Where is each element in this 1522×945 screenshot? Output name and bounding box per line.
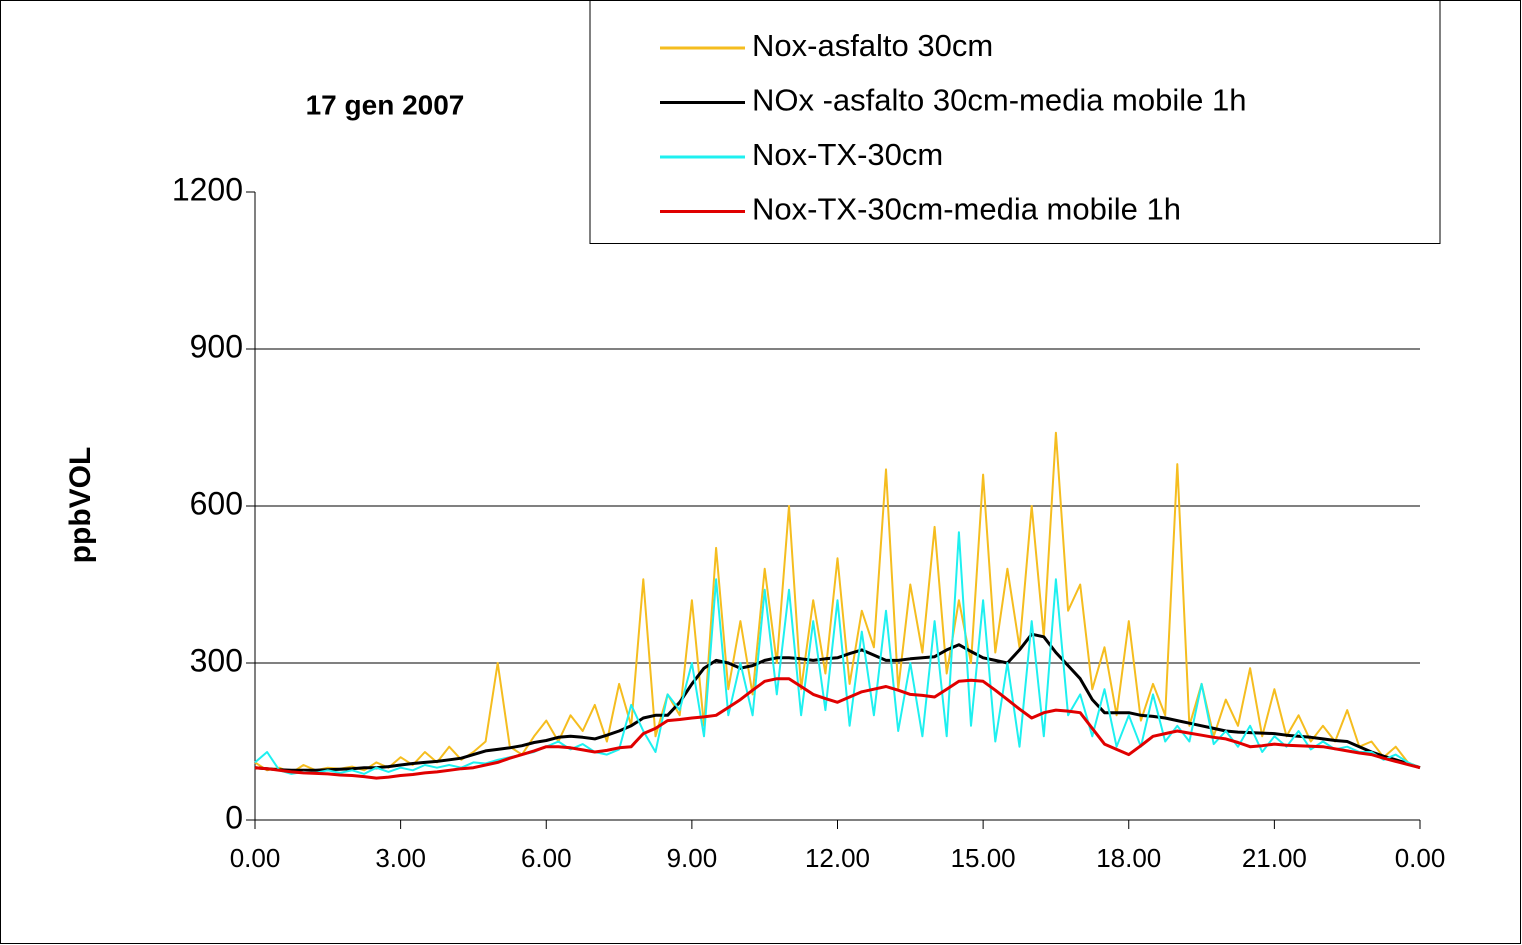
x-tick-label: 21.00 (1242, 843, 1307, 873)
legend-label: Nox-TX-30cm-media mobile 1h (752, 192, 1181, 227)
x-tick-label: 6.00 (521, 843, 572, 873)
x-tick-label: 15.00 (951, 843, 1016, 873)
x-tick-label: 12.00 (805, 843, 870, 873)
y-tick-label: 300 (190, 642, 243, 678)
x-tick-label: 0.00 (1395, 843, 1446, 873)
legend-label: Nox-TX-30cm (752, 137, 943, 172)
legend-box (589, 0, 1441, 244)
series-line (254, 431, 1421, 774)
legend-label: NOx -asfalto 30cm-media mobile 1h (752, 83, 1246, 118)
series-line (254, 677, 1421, 780)
chart-title: 17 gen 2007 (306, 89, 465, 120)
y-axis-label: ppbVOL (64, 447, 97, 564)
y-tick-label: 600 (190, 485, 243, 521)
x-tick-label: 18.00 (1096, 843, 1161, 873)
x-tick-label: 9.00 (667, 843, 718, 873)
y-tick-label: 0 (225, 799, 243, 835)
x-tick-label: 3.00 (375, 843, 426, 873)
y-tick-label: 900 (190, 328, 243, 364)
y-tick-label: 1200 (172, 171, 243, 207)
x-tick-label: 0.00 (230, 843, 281, 873)
legend-label: Nox-asfalto 30cm (752, 28, 993, 63)
series-line (254, 531, 1421, 775)
